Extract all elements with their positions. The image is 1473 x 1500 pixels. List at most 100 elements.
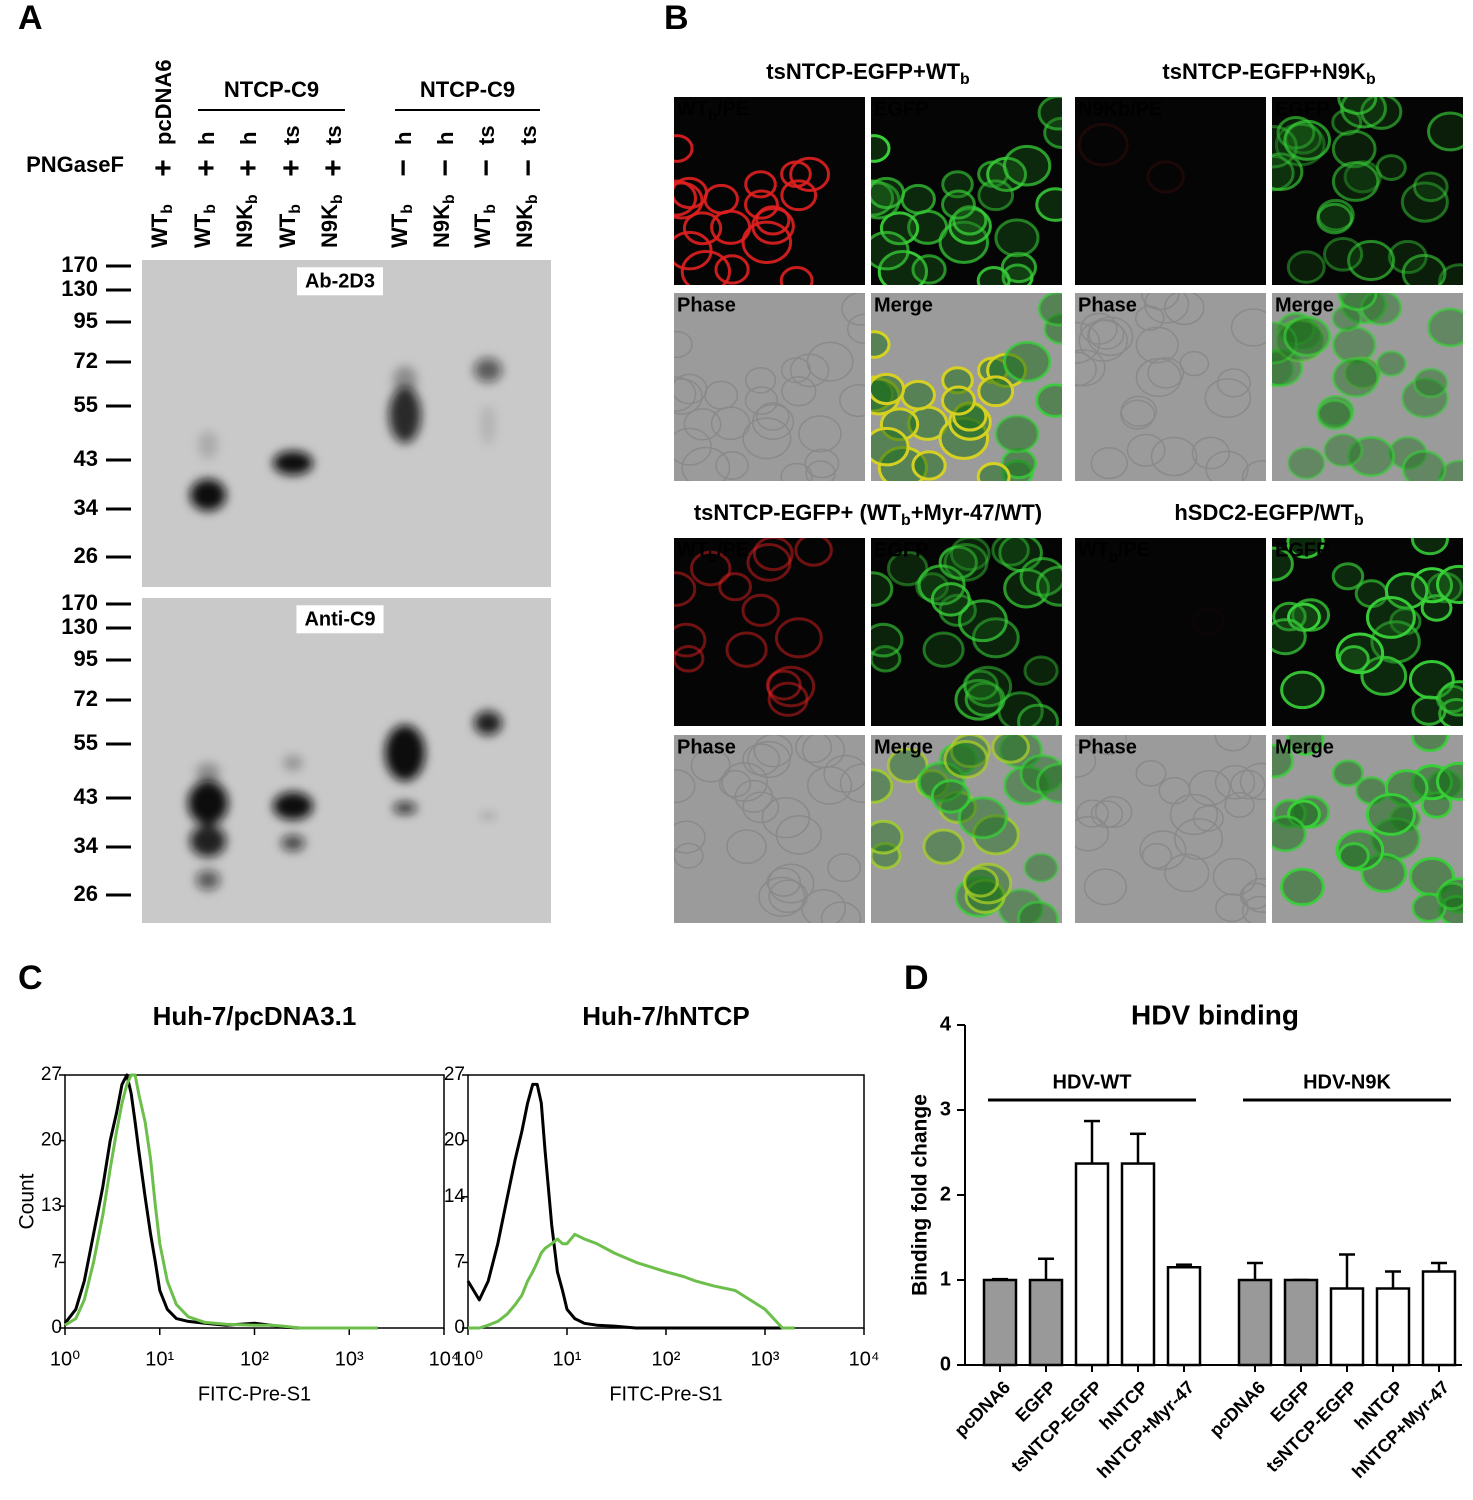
y-tick-label: 14	[444, 1186, 466, 1207]
cell	[674, 571, 697, 607]
cell	[1427, 307, 1463, 348]
cell	[977, 179, 1015, 212]
band	[190, 479, 226, 511]
cell	[1135, 759, 1167, 787]
image-label: EGFP	[1275, 98, 1329, 120]
x-tick-label: 10¹	[145, 1348, 174, 1370]
lane-pngase: −	[429, 159, 462, 177]
lane-construct: pcDNA6	[151, 59, 176, 145]
cell	[886, 747, 929, 784]
micrograph	[1075, 735, 1266, 923]
condition-title: tsNTCP-EGFP+N9Kb	[1162, 59, 1376, 88]
cell	[1335, 632, 1385, 675]
y-tick-label: 3	[940, 1098, 951, 1120]
cell	[674, 134, 694, 163]
image-label: EGFP	[874, 539, 928, 561]
cell	[1375, 350, 1407, 377]
cell	[1140, 293, 1180, 311]
cell	[991, 735, 1030, 764]
cell	[871, 819, 904, 855]
cell	[839, 383, 865, 418]
marker-label: 72	[74, 686, 98, 711]
cell	[1216, 368, 1251, 398]
cell	[1035, 383, 1062, 418]
lane-construct: h	[236, 132, 261, 145]
cell	[1280, 867, 1325, 907]
y-tick-label: 27	[444, 1064, 465, 1085]
cell	[1017, 900, 1060, 923]
plot-frame	[64, 1074, 445, 1329]
image-label: EGFP	[1275, 539, 1329, 561]
cell	[751, 403, 795, 440]
cell	[949, 538, 991, 572]
subscript: b	[244, 194, 261, 204]
cell	[1000, 251, 1038, 284]
lane-sample: WTb	[387, 204, 416, 248]
lane-sample: WTb	[190, 204, 219, 248]
cell	[1036, 762, 1062, 804]
micrograph	[674, 735, 865, 923]
cell	[930, 582, 971, 617]
marker-label: 55	[74, 730, 98, 755]
cell	[1075, 815, 1110, 852]
cell	[802, 735, 846, 769]
panel-label: A	[18, 0, 43, 37]
cells	[674, 735, 865, 923]
histogram-line	[466, 1082, 795, 1330]
micrograph	[871, 293, 1062, 481]
micrograph-bg	[1272, 97, 1463, 285]
lane-pngase: +	[190, 159, 223, 177]
marker-label: 72	[74, 348, 98, 373]
bar	[1421, 1270, 1457, 1367]
cell	[1436, 881, 1463, 911]
condition-title: hSDC2-EGFP/WTb	[1174, 500, 1364, 529]
cell	[871, 181, 901, 220]
cell	[744, 189, 779, 220]
marker-label: 170	[61, 590, 98, 615]
band	[480, 405, 496, 445]
image-label: N9Kb/PE	[1078, 98, 1162, 120]
cell	[674, 179, 698, 217]
cell	[1331, 357, 1380, 398]
cell	[1272, 348, 1304, 388]
micrograph	[674, 538, 865, 726]
cell	[938, 790, 977, 824]
cells	[871, 735, 1062, 923]
text-part: /PE	[717, 98, 749, 120]
cell	[689, 550, 732, 587]
bar	[1329, 1287, 1365, 1367]
cells	[1272, 97, 1463, 285]
cell	[827, 853, 861, 883]
text-part: N9K	[232, 204, 257, 248]
cell	[841, 293, 865, 326]
x-tick-label: 10²	[652, 1348, 681, 1370]
cell	[962, 866, 999, 898]
cell	[922, 828, 965, 865]
y-tick-label: 0	[454, 1317, 465, 1338]
marker-label: 95	[74, 308, 98, 333]
cell	[1331, 161, 1380, 202]
cell	[871, 571, 894, 607]
subscript: b	[1366, 71, 1376, 88]
cell	[794, 538, 833, 567]
cell	[1272, 618, 1307, 656]
cell	[963, 862, 1013, 905]
blot	[142, 598, 551, 923]
text-part: WT	[275, 213, 300, 248]
cell	[957, 796, 1008, 840]
chart-title: HDV binding	[1131, 999, 1299, 1030]
cell	[871, 819, 904, 855]
cell	[1331, 129, 1377, 169]
cell	[1164, 853, 1210, 893]
lane-sample: WTb	[275, 204, 304, 248]
condition-title: tsNTCP-EGFP+WTb	[766, 59, 970, 88]
cell	[1387, 435, 1428, 471]
lane-construct: h	[433, 132, 458, 145]
text-part: tsNTCP-EGFP+WT	[766, 59, 960, 84]
cell	[674, 842, 704, 869]
image-label: WTb/PE	[677, 539, 749, 566]
y-tick-label: 7	[454, 1251, 465, 1272]
cell	[1410, 735, 1449, 753]
cell	[744, 170, 777, 199]
